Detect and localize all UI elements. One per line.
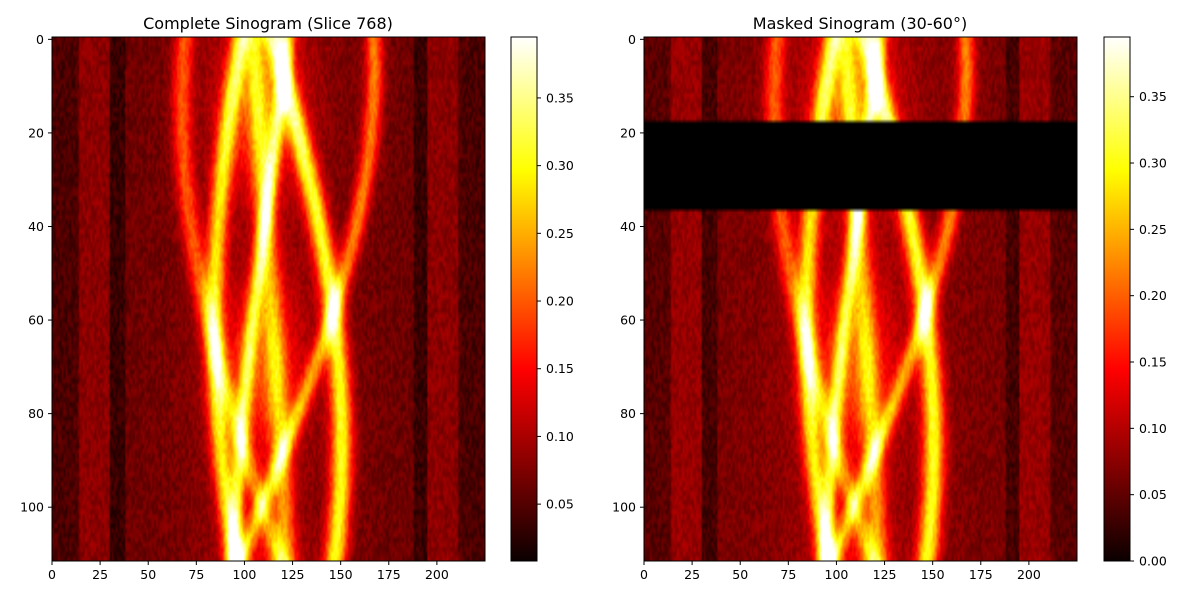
x-tick-label: 100 xyxy=(233,567,257,582)
x-axis-masked: 0 25 50 75 100 125 150 175 200 xyxy=(640,561,1041,582)
y-tick-label: 40 xyxy=(620,219,636,234)
x-tick-label: 125 xyxy=(873,567,897,582)
x-tick-label: 75 xyxy=(780,567,796,582)
colorbar-tick-label: 0.30 xyxy=(546,158,574,173)
heatmap-masked xyxy=(643,36,1078,562)
x-tick-label: 0 xyxy=(640,567,648,582)
y-tick-label: 20 xyxy=(28,125,44,140)
colorbar-tick-label: 0.05 xyxy=(546,497,574,512)
sinogram-image-complete xyxy=(52,37,485,561)
y-tick-label: 40 xyxy=(28,219,44,234)
sinogram-image-masked xyxy=(644,37,1077,561)
x-tick-label: 100 xyxy=(825,567,849,582)
y-tick-label: 80 xyxy=(620,406,636,421)
x-tick-label: 125 xyxy=(281,567,305,582)
x-tick-label: 25 xyxy=(92,567,108,582)
y-tick-label: 20 xyxy=(620,125,636,140)
y-tick-label: 60 xyxy=(620,313,636,328)
panel-masked-sinogram: Masked Sinogram (30-60°) 0 25 50 75 100 125 15… xyxy=(612,14,1167,582)
x-tick-label: 25 xyxy=(684,567,700,582)
x-tick-label: 50 xyxy=(140,567,156,582)
chart-title-complete: Complete Sinogram (Slice 768) xyxy=(143,14,393,33)
y-tick-label: 0 xyxy=(628,32,636,47)
y-tick-label: 0 xyxy=(36,32,44,47)
x-tick-label: 200 xyxy=(425,567,449,582)
colorbar-tick-label: 0.25 xyxy=(1139,222,1167,237)
colorbar-tick-label: 0.35 xyxy=(1139,89,1167,104)
x-tick-label: 150 xyxy=(329,567,353,582)
colorbar-tick-label: 0.35 xyxy=(546,90,574,105)
colorbar-tick-label: 0.10 xyxy=(1139,421,1167,436)
x-tick-label: 175 xyxy=(377,567,401,582)
y-tick-label: 100 xyxy=(20,500,44,515)
colorbar-tick-label: 0.05 xyxy=(1139,487,1167,502)
x-axis-complete: 0 25 50 75 100 125 150 175 200 xyxy=(48,561,449,582)
colorbar-tick-label: 0.20 xyxy=(1139,288,1167,303)
colorbar-tick-label: 0.10 xyxy=(546,429,574,444)
colorbar-ticks-masked: 0.00 0.05 0.10 0.15 0.20 0.25 0.30 0.35 xyxy=(1130,89,1167,569)
y-axis-masked: 0 20 40 60 80 100 xyxy=(612,32,644,515)
colorbar-ticks-complete: 0.05 0.10 0.15 0.20 0.25 0.30 0.35 xyxy=(537,90,574,512)
y-tick-label: 60 xyxy=(28,313,44,328)
colorbar-tick-label: 0.15 xyxy=(546,361,574,376)
colorbar-gradient-masked xyxy=(1103,36,1131,562)
colorbar-tick-label: 0.20 xyxy=(546,294,574,309)
heatmap-complete xyxy=(51,36,486,562)
colorbar-complete: 0.05 0.10 0.15 0.20 0.25 0.30 0.35 xyxy=(510,36,574,562)
x-tick-label: 200 xyxy=(1017,567,1041,582)
colorbar-gradient-complete xyxy=(510,36,538,562)
chart-title-masked: Masked Sinogram (30-60°) xyxy=(753,14,967,33)
y-tick-label: 100 xyxy=(612,500,636,515)
colorbar-tick-label: 0.30 xyxy=(1139,156,1167,171)
colorbar-tick-label: 0.00 xyxy=(1139,554,1167,569)
colorbar-masked: 0.00 0.05 0.10 0.15 0.20 0.25 0.30 0.35 xyxy=(1103,36,1167,569)
x-tick-label: 0 xyxy=(48,567,56,582)
colorbar-tick-label: 0.15 xyxy=(1139,355,1167,370)
colorbar-tick-label: 0.25 xyxy=(546,226,574,241)
y-axis-complete: 0 20 40 60 80 100 xyxy=(20,32,52,515)
x-tick-label: 150 xyxy=(921,567,945,582)
axes-frame-masked xyxy=(643,36,1078,562)
y-tick-label: 80 xyxy=(28,406,44,421)
axes-frame-complete xyxy=(51,36,486,562)
x-tick-label: 75 xyxy=(188,567,204,582)
x-tick-label: 50 xyxy=(732,567,748,582)
x-tick-label: 175 xyxy=(969,567,993,582)
panel-complete-sinogram: Complete Sinogram (Slice 768) 0 25 50 75 100… xyxy=(20,14,574,582)
